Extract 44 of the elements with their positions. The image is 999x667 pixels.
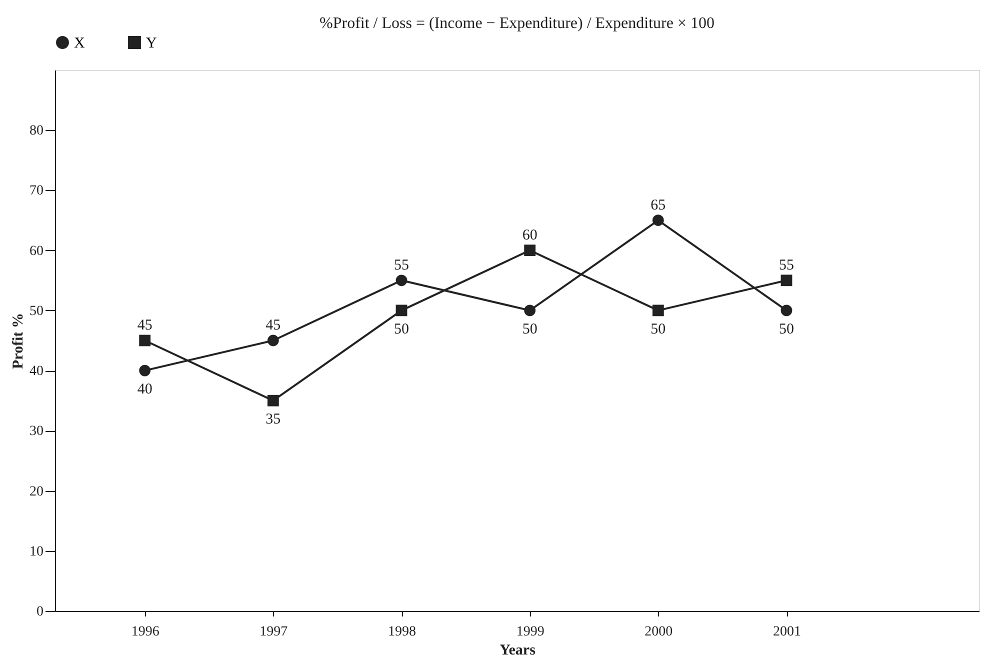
legend-label: X: [74, 36, 85, 52]
point: [139, 334, 151, 346]
data-label: 60: [522, 227, 538, 244]
x-tick-label: 1998: [388, 624, 416, 640]
data-label: 45: [266, 318, 281, 334]
data-label: 55: [779, 257, 794, 274]
legend-label: Y: [146, 36, 157, 52]
y-tick-label: 40: [30, 364, 44, 380]
y-tick-label: 70: [30, 184, 44, 199]
point: [652, 304, 664, 316]
x-axis-title: Years: [500, 642, 536, 658]
point: [396, 274, 408, 286]
x-tick-label: 2001: [773, 624, 801, 640]
point: [267, 334, 279, 346]
x-tick-label: 2000: [644, 624, 673, 640]
x-tick-label: 1999: [516, 624, 544, 640]
data-label: 50: [394, 321, 409, 338]
y-axis-title: Profit %: [10, 313, 26, 369]
data-label: 50: [650, 321, 666, 338]
point: [652, 214, 664, 226]
point: [780, 304, 792, 316]
point: [139, 364, 151, 376]
point: [396, 304, 408, 316]
y-tick-label: 30: [30, 424, 44, 440]
data-label: 50: [522, 321, 538, 338]
point: [780, 274, 792, 286]
data-label: 65: [650, 197, 666, 214]
data-label: 55: [394, 257, 409, 274]
y-tick-label: 60: [30, 244, 44, 259]
y-tick-label: 50: [30, 304, 44, 319]
y-tick-label: 0: [36, 604, 44, 620]
data-label: 50: [779, 321, 794, 338]
x-tick-label: 1996: [131, 624, 160, 640]
point: [267, 394, 279, 406]
x-tick-label: 1997: [260, 624, 288, 640]
chart-title: %Profit / Loss = (Income − Expenditure) / Expenditure × 100: [320, 15, 714, 32]
data-label: 35: [266, 412, 281, 428]
point: [524, 244, 536, 256]
y-tick-label: 20: [30, 484, 44, 500]
data-label: 45: [137, 318, 152, 334]
point: [524, 304, 536, 316]
data-label: 40: [137, 382, 152, 398]
y-tick-label: 80: [30, 124, 44, 139]
y-tick-label: 10: [30, 544, 44, 560]
